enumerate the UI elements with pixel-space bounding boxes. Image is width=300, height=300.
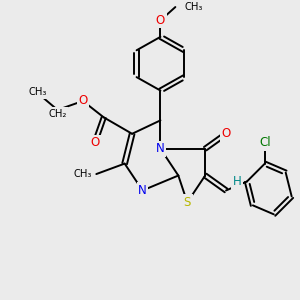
- Text: H: H: [233, 175, 242, 188]
- Text: CH₃: CH₃: [184, 2, 203, 12]
- Text: N: N: [138, 184, 147, 197]
- Text: N: N: [156, 142, 165, 155]
- Text: Cl: Cl: [259, 136, 271, 149]
- Text: CH₃: CH₃: [74, 169, 92, 179]
- Text: CH₂: CH₂: [48, 109, 67, 118]
- Text: O: O: [221, 127, 231, 140]
- Text: O: O: [156, 14, 165, 27]
- Text: O: O: [90, 136, 100, 149]
- Text: O: O: [78, 94, 88, 107]
- Text: S: S: [184, 196, 191, 209]
- Text: CH₃: CH₃: [29, 87, 47, 97]
